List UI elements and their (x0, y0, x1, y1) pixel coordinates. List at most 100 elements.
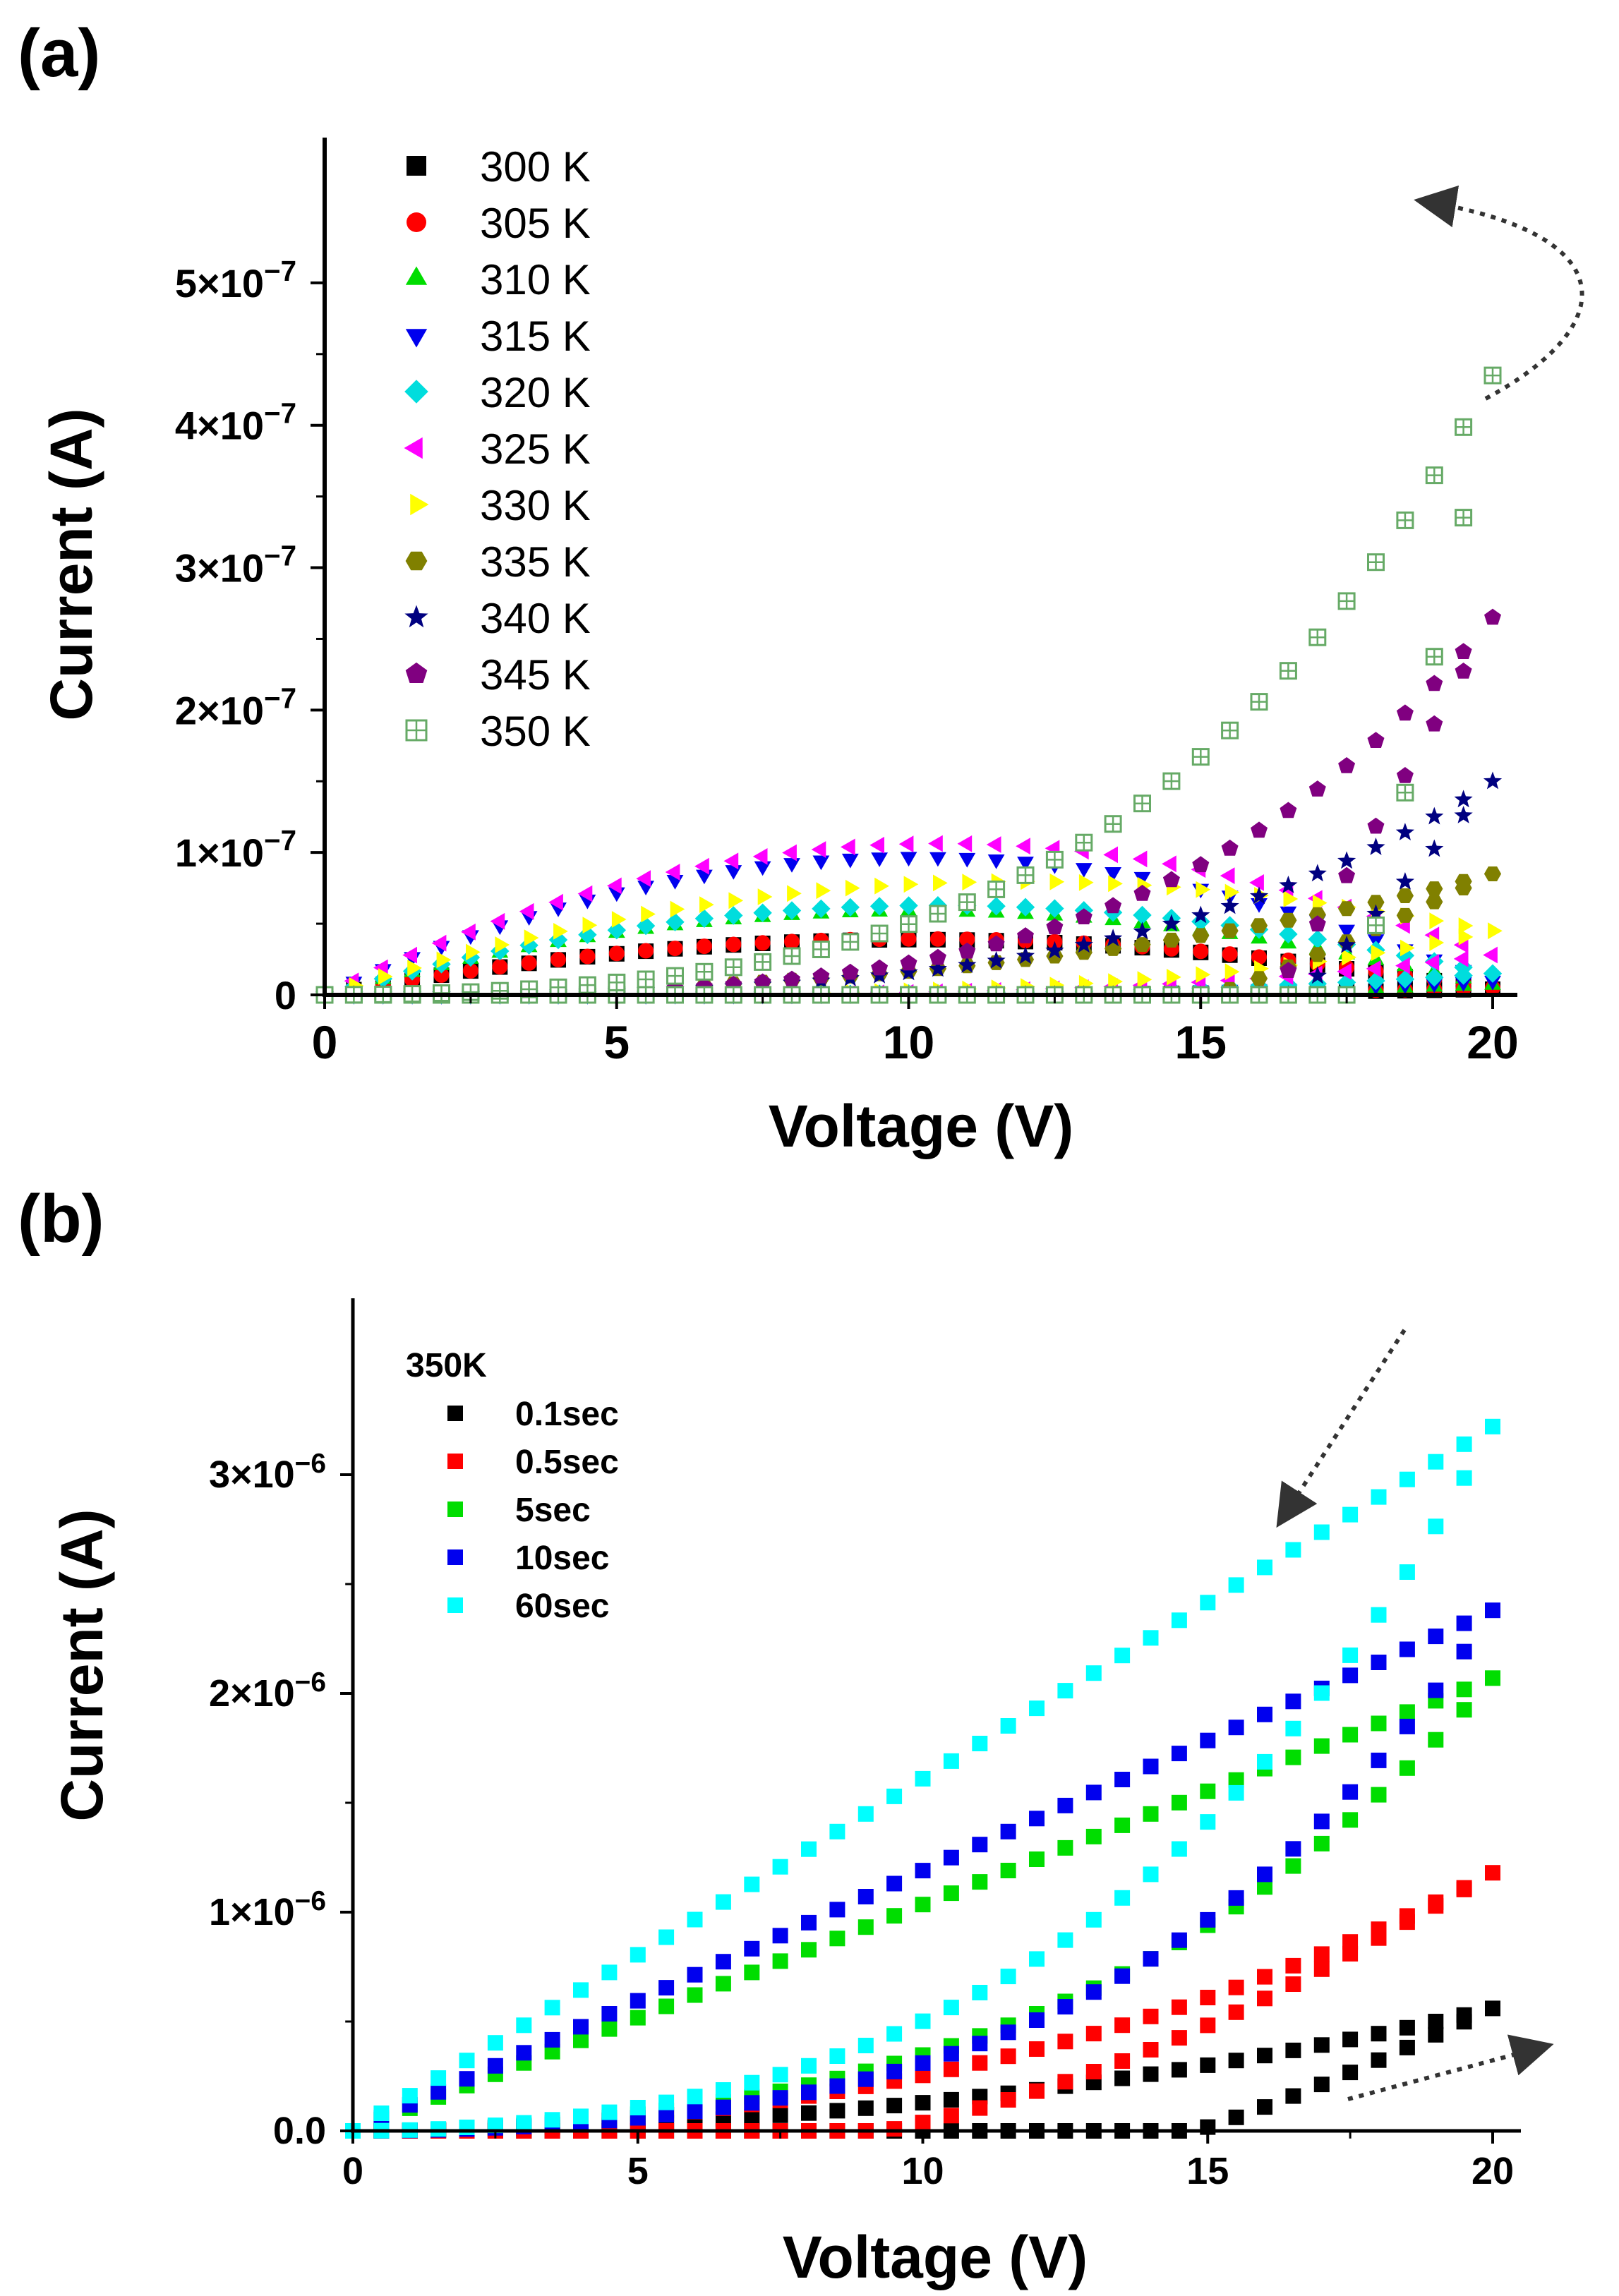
data-point-forward (1114, 2053, 1131, 2069)
data-point-forward (1428, 2026, 1444, 2043)
data-point-reverse (801, 2105, 817, 2121)
data-point-reverse (987, 880, 1006, 898)
data-point-reverse (1280, 802, 1297, 818)
data-point-forward (1249, 874, 1264, 891)
legend-item: 315 K (405, 313, 591, 360)
legend-marker (447, 1502, 463, 1517)
data-point-reverse (772, 2107, 788, 2123)
data-point-forward (1312, 894, 1328, 912)
data-point-forward (601, 2021, 618, 2037)
data-point-reverse (801, 2084, 817, 2101)
data-point-forward (544, 2031, 560, 2048)
data-point-forward (431, 934, 447, 952)
data-point-forward (378, 968, 393, 985)
x-tick-label: 0 (312, 1016, 338, 1068)
panel-b-x-axis-title: Voltage (V) (783, 2224, 1088, 2290)
data-point-forward (962, 874, 977, 891)
data-point-reverse (1285, 1858, 1301, 1874)
legend-item: 330 K (410, 482, 591, 529)
data-point-reverse (754, 973, 771, 990)
legend-marker (404, 380, 428, 404)
panel-a-legend: 300 K 305 K 310 K 315 K 320 K 325 K 330 K 335 K… (404, 143, 591, 755)
data-point-reverse (1308, 907, 1326, 922)
data-point-forward (466, 943, 481, 961)
y-tick-label: 0 (275, 973, 296, 1017)
data-point-reverse (666, 967, 684, 985)
data-point-forward (752, 848, 768, 865)
data-point-reverse (630, 2100, 646, 2115)
data-point-forward (1000, 1718, 1016, 1734)
data-point-reverse (637, 970, 655, 989)
data-point-reverse (1456, 1643, 1472, 1660)
legend-marker (407, 212, 426, 232)
data-point-reverse (1396, 888, 1414, 903)
data-point-reverse (1456, 1470, 1472, 1486)
data-point-forward (1228, 1772, 1244, 1788)
data-point-reverse (972, 2036, 988, 2052)
data-point-reverse (958, 893, 976, 912)
data-point-forward (1075, 863, 1093, 878)
data-point-reverse (1424, 954, 1440, 971)
data-point-reverse (829, 2078, 845, 2094)
data-point-forward (1045, 899, 1064, 918)
data-point-forward (715, 1894, 731, 1910)
data-point-reverse (1017, 927, 1034, 943)
data-point-reverse (1342, 1934, 1359, 1950)
data-point-reverse (841, 933, 860, 951)
data-point-reverse (1399, 1564, 1415, 1580)
data-point-forward (1429, 912, 1445, 929)
data-point-reverse (1221, 839, 1239, 856)
data-point-forward (1029, 2083, 1045, 2099)
data-point-forward (1458, 917, 1474, 934)
data-point-forward (665, 864, 680, 881)
data-point-forward (1057, 2074, 1073, 2090)
data-point-forward (1313, 1961, 1330, 1977)
data-point-forward (801, 1841, 817, 1857)
x-tick-label: 15 (1175, 1016, 1227, 1068)
data-point-forward (857, 1889, 874, 1904)
data-point-forward (402, 2088, 418, 2104)
data-point-forward (1085, 1828, 1102, 1844)
x-tick-label: 10 (883, 1016, 934, 1068)
data-point-forward (1171, 1612, 1187, 1629)
data-point-forward (1371, 1655, 1387, 1670)
data-point-reverse (1313, 1685, 1330, 1701)
y-tick-label: 2×10−7 (175, 682, 296, 732)
data-point-reverse (1105, 897, 1122, 914)
data-point-forward (754, 935, 771, 951)
data-point-forward (1108, 875, 1123, 893)
data-point-forward (1428, 1629, 1444, 1645)
x-tick-label: 0 (342, 2150, 363, 2192)
data-point-forward (687, 1987, 703, 2003)
data-point-forward (841, 898, 860, 917)
data-point-forward (573, 1982, 589, 1998)
legend-item: 0.1sec (447, 1396, 619, 1433)
data-point-forward (601, 1964, 618, 1981)
data-point-forward (459, 2053, 475, 2069)
data-point-forward (436, 951, 452, 969)
data-point-forward (1371, 1715, 1387, 1732)
data-point-reverse (658, 2094, 675, 2110)
data-point-reverse (1171, 1999, 1187, 2015)
data-point-reverse (1366, 838, 1385, 855)
data-point-forward (1425, 839, 1444, 857)
data-point-reverse (1425, 806, 1444, 825)
data-point-reverse (1171, 1932, 1187, 1948)
data-point-reverse (1337, 851, 1356, 869)
data-point-forward (1133, 871, 1151, 887)
data-point-reverse (1313, 2037, 1330, 2053)
data-point-forward (1367, 817, 1385, 834)
data-point-reverse (1074, 935, 1093, 953)
data-point-reverse (1200, 1911, 1216, 1928)
data-point-reverse (1342, 1812, 1359, 1828)
data-point-reverse (1114, 2070, 1131, 2086)
data-point-forward (1399, 2039, 1415, 2055)
data-point-forward (1366, 904, 1385, 922)
data-point-forward (1132, 850, 1148, 868)
data-point-forward (658, 1980, 675, 1996)
data-point-reverse (870, 924, 889, 943)
data-point-forward (1257, 1559, 1272, 1576)
data-point-forward (516, 2017, 532, 2034)
data-point-reverse (1016, 946, 1035, 965)
data-point-forward (857, 1806, 874, 1822)
